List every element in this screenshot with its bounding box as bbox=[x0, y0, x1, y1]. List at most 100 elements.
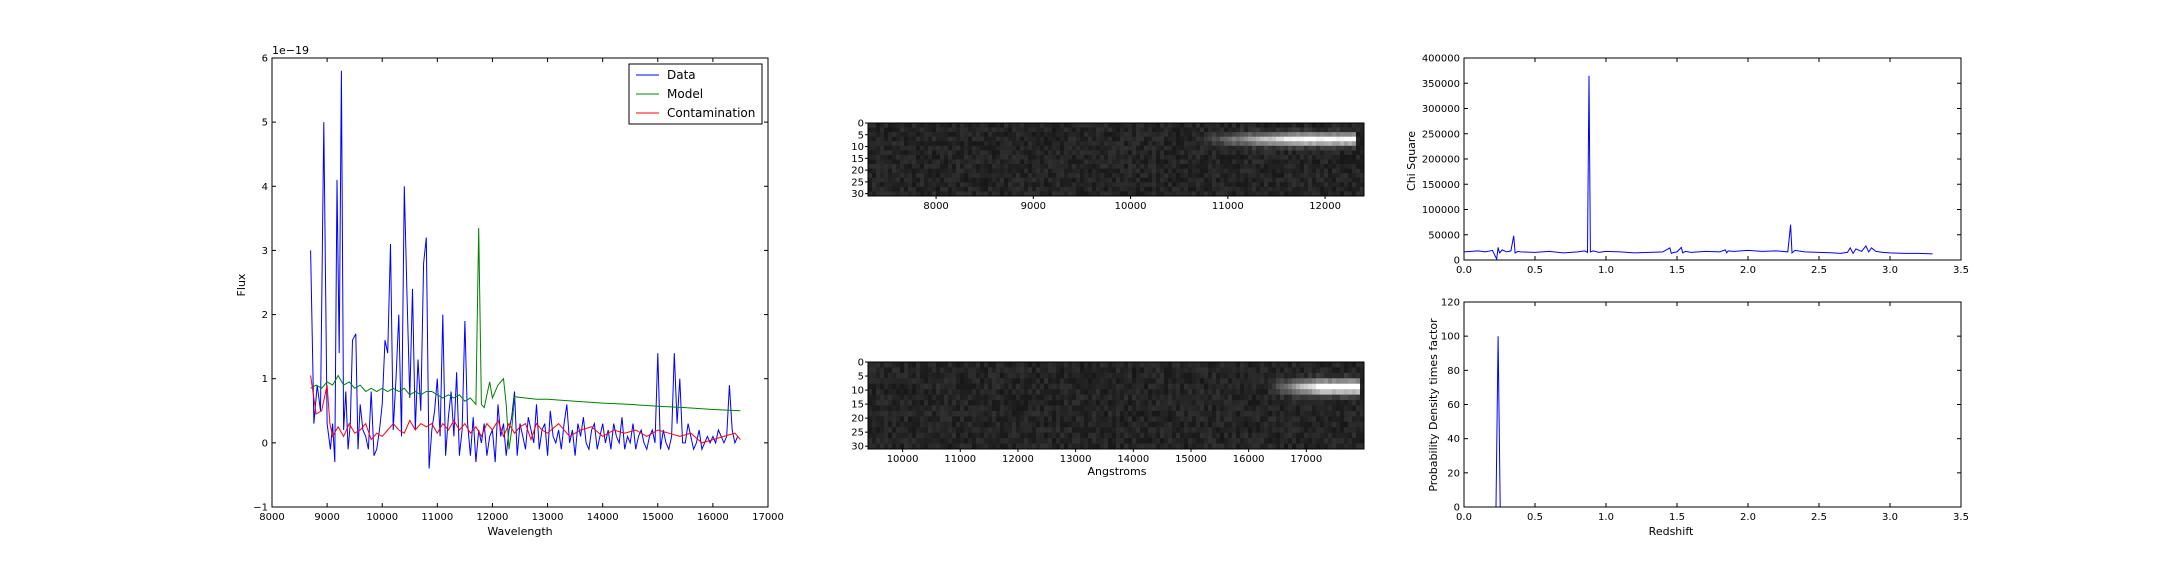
image-top-pixel bbox=[880, 141, 885, 147]
image-bottom-pixel bbox=[1180, 427, 1185, 434]
image-bottom-pixel bbox=[1356, 432, 1361, 439]
image-top-pixel bbox=[1324, 164, 1329, 170]
image-top-pixel bbox=[1280, 154, 1285, 160]
image-bottom-pixel bbox=[1328, 378, 1333, 385]
image-top-pixel bbox=[1000, 177, 1005, 183]
image-top-pixel bbox=[868, 141, 873, 147]
image-top-pixel bbox=[1304, 182, 1309, 188]
image-top-pixel bbox=[1068, 177, 1073, 183]
image-top-pixel bbox=[1256, 164, 1261, 170]
image-bottom-pixel bbox=[1104, 427, 1109, 434]
image-top-pixel bbox=[1316, 136, 1321, 142]
chi-square-xtick-label-2: 1.0 bbox=[1598, 265, 1614, 276]
image-top-pixel bbox=[1296, 191, 1301, 197]
image-top-pixel bbox=[1272, 150, 1277, 156]
image-bottom-pixel bbox=[1288, 400, 1293, 406]
image-bottom-pixel bbox=[1196, 427, 1201, 434]
image-bottom-pixel bbox=[1012, 383, 1017, 390]
image-top-pixel bbox=[1340, 145, 1345, 151]
image-top-pixel bbox=[1228, 127, 1233, 133]
image-bottom-pixel bbox=[960, 362, 965, 368]
image-bottom-pixel bbox=[1176, 367, 1181, 374]
pdf-xtick-label-6: 3.0 bbox=[1882, 512, 1898, 523]
image-top-pixel bbox=[924, 127, 929, 133]
image-top-pixel bbox=[1264, 136, 1269, 142]
image-top-pixel bbox=[1072, 186, 1077, 192]
image-top-pixel bbox=[948, 164, 953, 170]
image-top-pixel bbox=[1232, 141, 1237, 147]
image-top-pixel bbox=[1080, 177, 1085, 183]
image-top-pixel bbox=[1140, 186, 1145, 192]
image-top-pixel bbox=[968, 186, 973, 192]
image-bottom-pixel bbox=[960, 372, 965, 379]
image-bottom-pixel bbox=[1112, 432, 1117, 439]
image-bottom-pixel bbox=[1232, 427, 1237, 434]
image-top-pixel bbox=[1000, 173, 1005, 179]
image-bottom-pixel bbox=[1328, 389, 1333, 396]
image-bottom-pixel bbox=[992, 405, 997, 412]
image-top-pixel bbox=[892, 177, 897, 183]
image-bottom-pixel bbox=[1100, 405, 1105, 412]
image-bottom-pixel bbox=[1280, 432, 1285, 439]
image-bottom-pixel bbox=[888, 438, 893, 444]
image-bottom-pixel bbox=[1152, 383, 1157, 390]
image-bottom-pixel bbox=[1076, 394, 1081, 401]
image-bottom-pixel bbox=[1124, 378, 1129, 385]
image-bottom-pixel bbox=[1088, 438, 1093, 444]
image-top-pixel bbox=[1204, 145, 1209, 151]
image-top-pixel bbox=[1360, 127, 1365, 133]
image-bottom-pixel bbox=[1340, 416, 1345, 423]
image-top-pixel bbox=[1248, 150, 1253, 156]
image-bottom-pixel bbox=[968, 367, 973, 374]
image-top-pixel bbox=[1216, 154, 1221, 160]
image-bottom-pixel bbox=[1296, 421, 1301, 428]
image-bottom-pixel bbox=[1236, 427, 1241, 434]
image-top-pixel bbox=[1052, 141, 1057, 147]
image-bottom-pixel bbox=[1164, 400, 1169, 406]
image-top-pixel bbox=[916, 154, 921, 160]
image-bottom-pixel bbox=[1080, 400, 1085, 406]
image-top-pixel bbox=[1140, 191, 1145, 197]
image-top-pixel bbox=[936, 159, 941, 165]
image-top-pixel bbox=[1004, 154, 1009, 160]
image-top-pixel bbox=[956, 191, 961, 197]
image-bottom-pixel bbox=[1252, 421, 1257, 428]
image-top-pixel bbox=[968, 168, 973, 174]
image-bottom-pixel bbox=[908, 427, 913, 434]
image-bottom-pixel bbox=[1268, 421, 1273, 428]
image-bottom-pixel bbox=[1264, 416, 1269, 423]
image-top-pixel bbox=[924, 141, 929, 147]
image-top-pixel bbox=[1040, 173, 1045, 179]
image-top-pixel bbox=[1060, 123, 1065, 128]
image-top-pixel bbox=[880, 123, 885, 128]
image-top-pixel bbox=[1016, 132, 1021, 138]
image-bottom-pixel bbox=[1320, 443, 1325, 450]
image-bottom-pixel bbox=[1164, 432, 1169, 439]
image-top-pixel bbox=[1320, 141, 1325, 147]
image-bottom-pixel bbox=[940, 400, 945, 406]
image-top-pixel bbox=[1288, 177, 1293, 183]
image-bottom-pixel bbox=[1116, 443, 1121, 450]
image-bottom-pixel bbox=[1128, 443, 1133, 450]
image-bottom-pixel bbox=[952, 421, 957, 428]
image-bottom-pixel bbox=[972, 416, 977, 423]
image-bottom-pixel bbox=[1328, 427, 1333, 434]
image-top-pixel bbox=[980, 132, 985, 138]
image-top-pixel bbox=[1148, 132, 1153, 138]
image-bottom-pixel bbox=[1068, 432, 1073, 439]
image-bottom-pixel bbox=[1256, 405, 1261, 412]
image-top-pixel bbox=[1296, 145, 1301, 151]
image-bottom-pixel bbox=[1252, 400, 1257, 406]
image-top-pixel bbox=[960, 127, 965, 133]
image-bottom-pixel bbox=[1060, 443, 1065, 450]
image-bottom-pixel bbox=[1292, 389, 1297, 396]
image-bottom-pixel bbox=[1280, 383, 1285, 390]
image-bottom-pixel bbox=[1332, 438, 1337, 444]
image-bottom-pixel bbox=[912, 405, 917, 412]
image-bottom-pixel bbox=[1156, 405, 1161, 412]
image-bottom-pixel bbox=[1116, 367, 1121, 374]
image-top-pixel bbox=[872, 191, 877, 197]
image-bottom-pixel bbox=[960, 400, 965, 406]
image-top-pixel bbox=[1052, 173, 1057, 179]
image-bottom-pixel bbox=[1164, 362, 1169, 368]
